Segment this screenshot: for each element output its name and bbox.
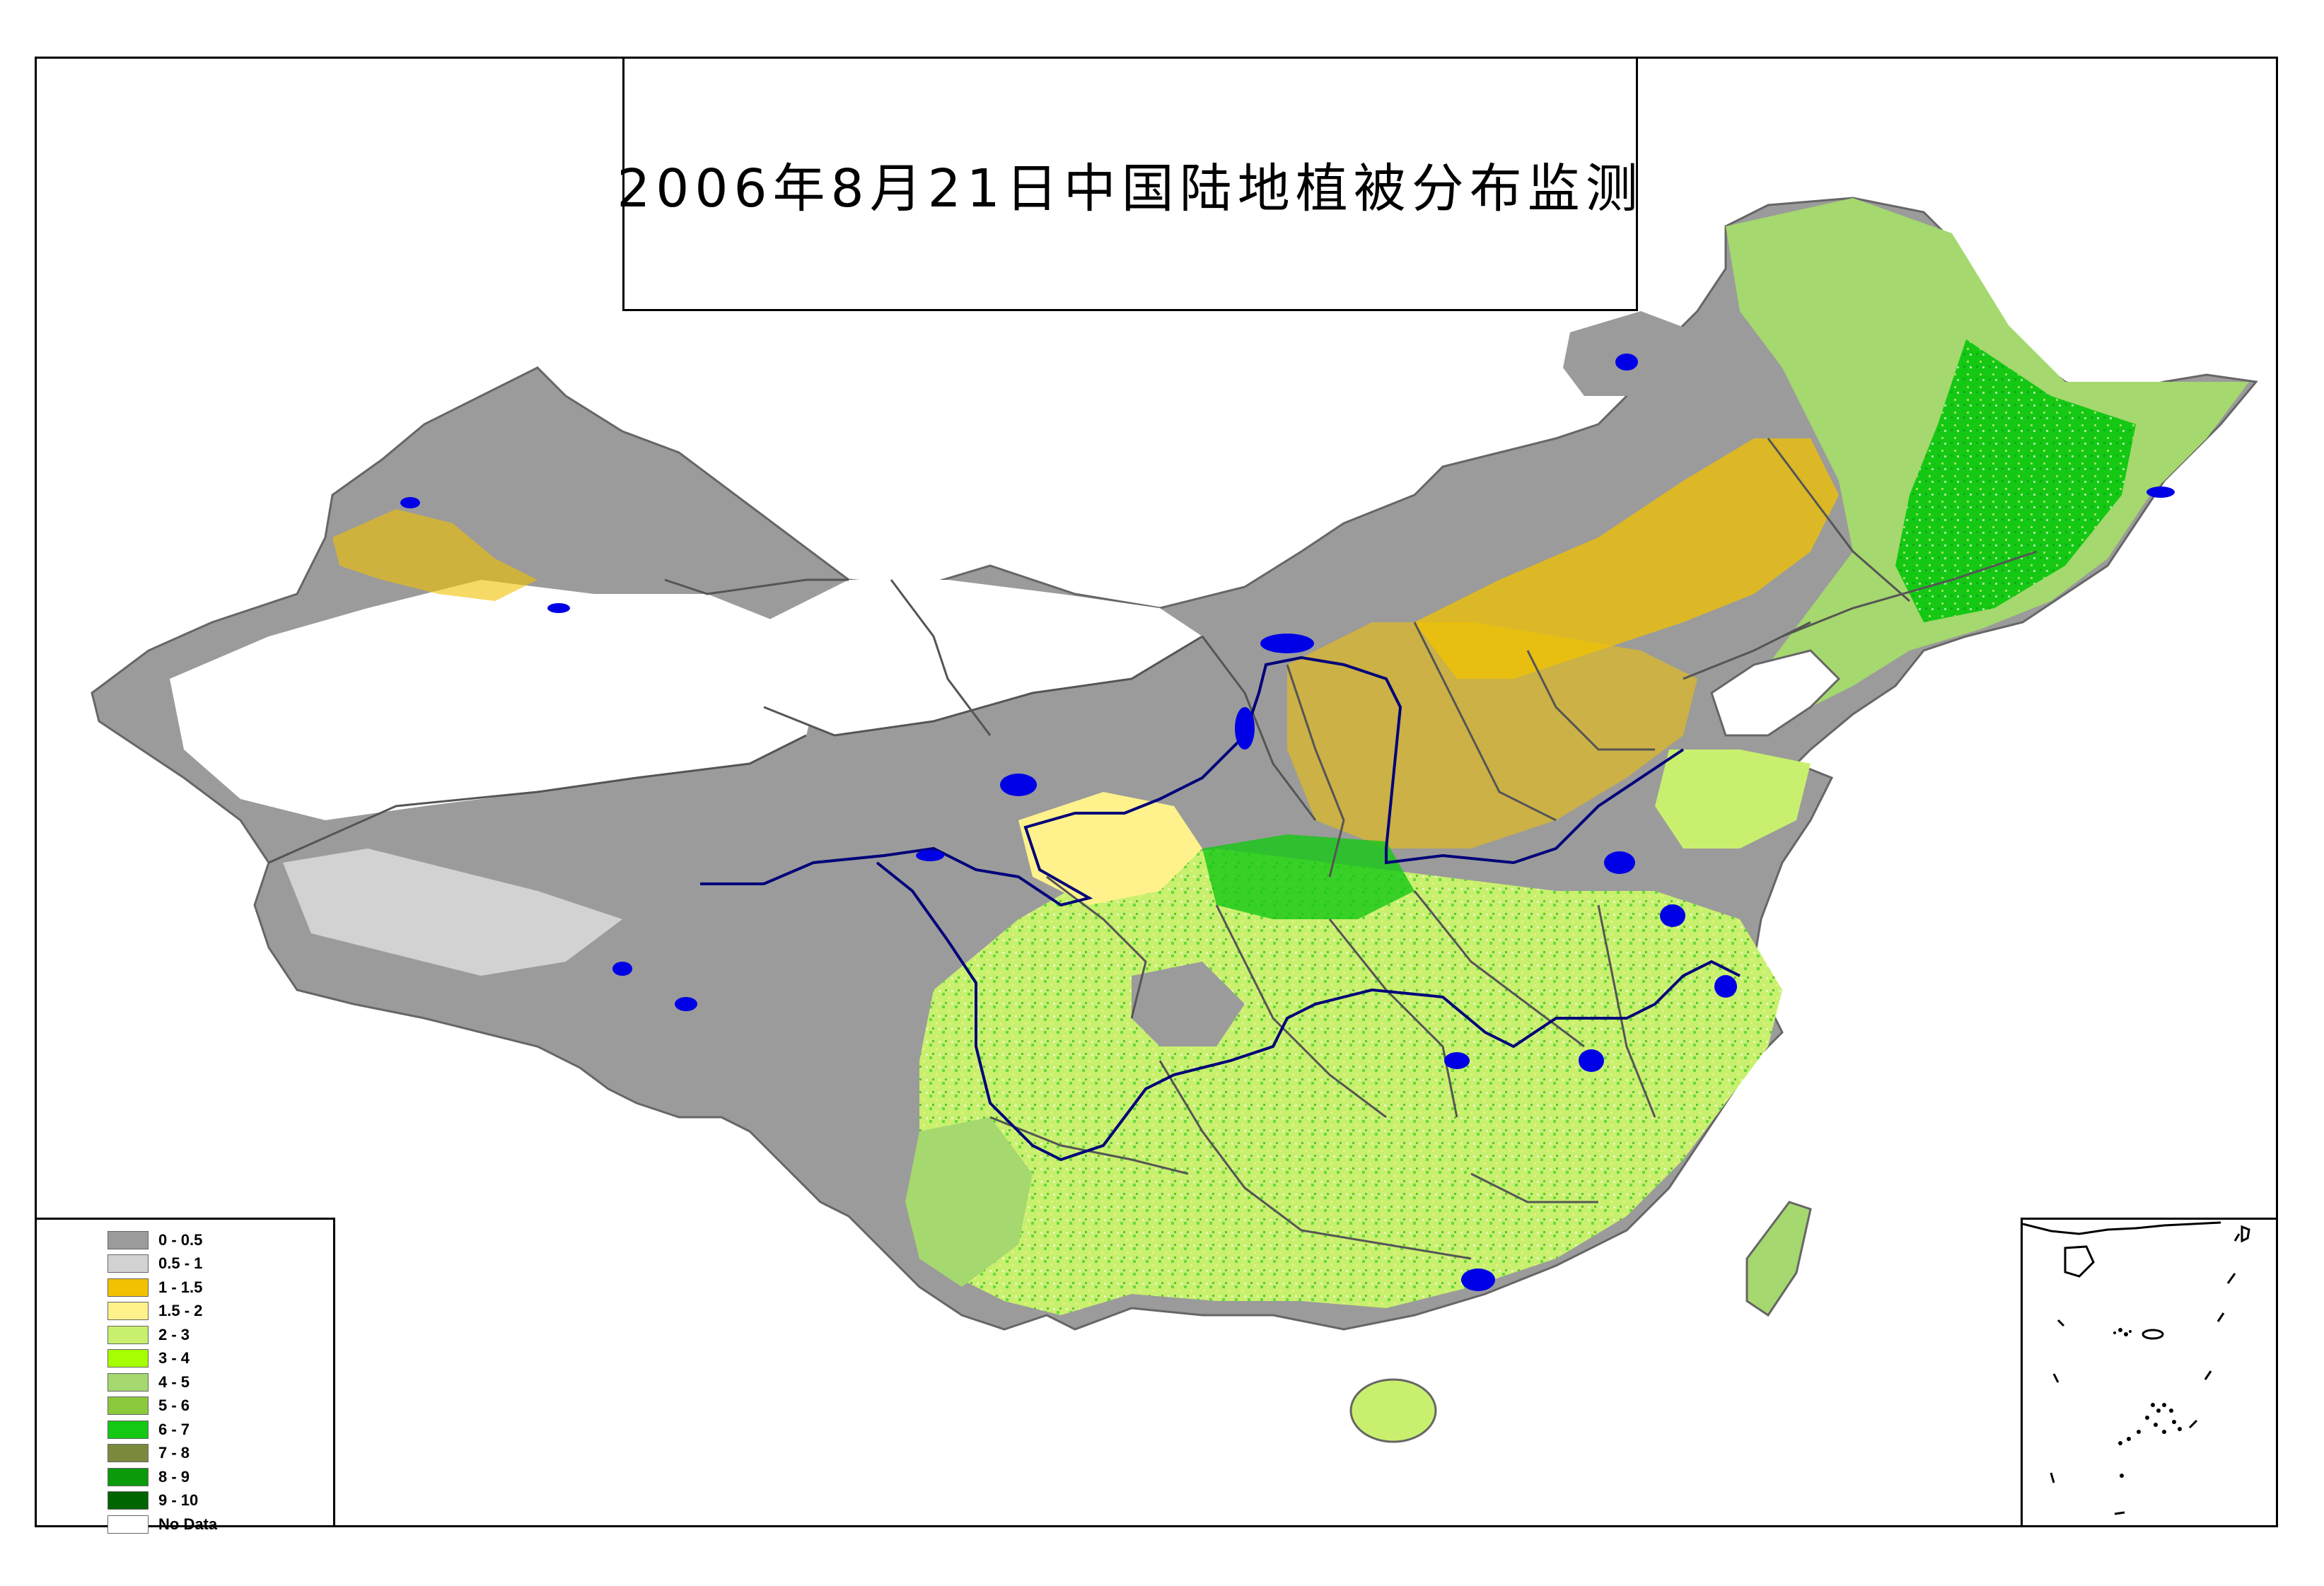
- inset-map: [2022, 1221, 2250, 1515]
- south-china-speckle: [919, 849, 1782, 1315]
- legend-row: 0 - 0.5: [108, 1228, 333, 1252]
- legend-row: 9 - 10: [108, 1489, 333, 1513]
- map-title: 2006年8月21日中国陆地植被分布监测: [617, 158, 1644, 219]
- legend-label: 7 - 8: [158, 1444, 190, 1462]
- legend-row: 5 - 6: [108, 1394, 333, 1418]
- taiwan-island: [1745, 1201, 1812, 1317]
- bohai-sea: [1710, 649, 1841, 737]
- legend-swatch: [108, 1254, 149, 1273]
- legend-label: 1.5 - 2: [158, 1302, 203, 1320]
- legend-swatch: [108, 1302, 149, 1321]
- legend-row: 1 - 1.5: [108, 1276, 333, 1300]
- legend-label: 0 - 0.5: [158, 1230, 203, 1249]
- legend-label: 1 - 1.5: [158, 1278, 203, 1296]
- legend-label: No Data: [158, 1515, 218, 1533]
- title-box: 2006年8月21日中国陆地植被分布监测: [617, 57, 1638, 311]
- inset-hainan: [2064, 1245, 2095, 1278]
- south-china-sea-inset: [2021, 1218, 2278, 1527]
- northeast-speckle: [1895, 339, 2136, 622]
- north-china-yellow: [1287, 622, 1697, 849]
- legend-row: 2 - 3: [108, 1323, 333, 1347]
- legend-row: 0.5 - 1: [108, 1252, 333, 1276]
- legend-swatch: [108, 1325, 149, 1344]
- inset-coastline: [2022, 1221, 2221, 1235]
- legend-row: 7 - 8: [108, 1442, 333, 1466]
- legend-swatch: [108, 1515, 149, 1534]
- legend-swatch: [108, 1420, 149, 1439]
- southwest-yunnan: [905, 1117, 1033, 1287]
- legend-row: 1.5 - 2: [108, 1300, 333, 1324]
- legend-swatch: [108, 1444, 149, 1463]
- legend-row: 8 - 9: [108, 1465, 333, 1489]
- legend-label: 5 - 6: [158, 1397, 190, 1415]
- shandong-green: [1655, 750, 1811, 849]
- inner-mongolia-yellow: [1414, 438, 1839, 679]
- legend: 0 - 0.5 0.5 - 1 1 - 1.5 1.5 - 2 2 - 3 3 …: [35, 1218, 335, 1534]
- legend-swatch: [108, 1278, 149, 1297]
- tibet-white-patches: [283, 849, 622, 976]
- taklamakan-region: [170, 580, 820, 820]
- loess-plateau-yellow: [1018, 792, 1202, 905]
- dzungaria-yellow: [332, 509, 538, 601]
- inset-islands: [2113, 1328, 2182, 1478]
- legend-label: 9 - 10: [158, 1491, 199, 1510]
- lakes: [400, 354, 2175, 1291]
- legend-row: 3 - 4: [108, 1347, 333, 1371]
- hainan-island: [1349, 1378, 1437, 1443]
- legend-swatch: [108, 1349, 149, 1368]
- legend-label: 6 - 7: [158, 1420, 190, 1438]
- legend-label: 2 - 3: [158, 1325, 190, 1343]
- legend-row: No Data: [108, 1512, 333, 1537]
- legend-label: 3 - 4: [158, 1349, 190, 1368]
- hulunbuir-gray: [1563, 311, 1697, 396]
- legend-swatch: [108, 1372, 149, 1392]
- legend-label: 8 - 9: [158, 1467, 190, 1486]
- inset-taiwan: [2241, 1225, 2250, 1243]
- legend-swatch: [108, 1491, 149, 1510]
- province-boundaries: [268, 438, 2038, 1260]
- legend-label: 0.5 - 1: [158, 1254, 203, 1273]
- legend-label: 4 - 5: [158, 1372, 190, 1391]
- legend-swatch: [108, 1467, 149, 1486]
- legend-row: 4 - 5: [108, 1370, 333, 1394]
- legend-swatch: [108, 1230, 149, 1249]
- qinling-green: [1202, 834, 1414, 919]
- qaidam-region: [736, 580, 1202, 735]
- inset-dashed-line: [2050, 1233, 2241, 1515]
- yangtze-river: [876, 861, 1741, 1162]
- sichuan-basin-gray: [1132, 962, 1245, 1046]
- legend-swatch: [108, 1397, 149, 1416]
- legend-row: 6 - 7: [108, 1418, 333, 1442]
